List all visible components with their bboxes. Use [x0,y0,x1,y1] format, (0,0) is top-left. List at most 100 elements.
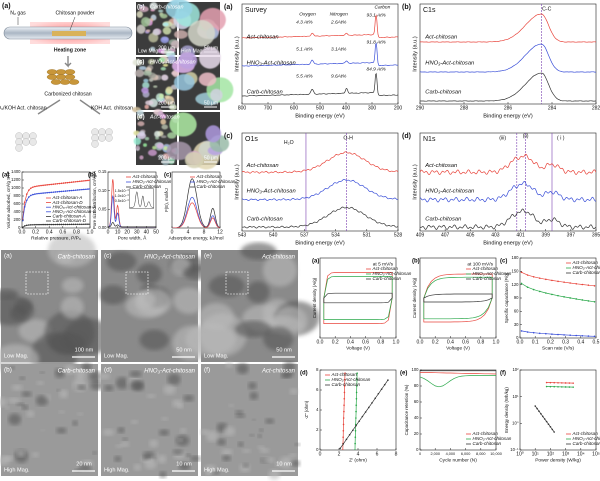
tem-grain [130,419,138,424]
label: HNO₃-Act-chitosan [247,188,296,194]
label: 10¹ [532,451,540,457]
marker [81,180,83,182]
tem-grain [115,377,129,390]
marker [72,189,75,192]
marker [58,190,61,193]
marker [87,223,89,226]
marker [72,181,75,183]
label: 8 [395,451,398,457]
tem-grain [259,447,270,453]
label: 0.4 [347,339,354,345]
label: 0.2 [432,339,439,345]
curve [242,72,398,97]
tem-grain [98,373,111,380]
marker [348,434,351,436]
curve [420,208,596,230]
sem-grain [132,59,143,66]
label: Carb-chitosan [332,382,361,387]
tem-grain [289,388,299,395]
label: C-C [542,6,551,12]
marker [557,280,559,283]
label: 401 [516,232,525,238]
tem-grain [60,296,84,319]
label: Current density (A/g) [312,277,317,318]
marker [581,299,584,301]
marker [547,423,550,426]
marker [569,334,571,336]
tem-grain [263,326,294,351]
marker [32,193,34,196]
marker [85,223,87,226]
marker [38,185,40,187]
label: Specific capacitance (F/g) [504,272,509,323]
marker [569,297,571,299]
marker [68,223,71,226]
label: 537 [300,232,309,238]
label: 93.1 At% [367,12,387,18]
tem-grain [11,384,23,391]
tem-grain [16,402,25,406]
tem-grain [200,429,209,435]
tem-grain [238,441,244,447]
marker [532,275,535,278]
label: 0.8 [73,229,80,235]
marker [520,330,523,332]
inset [129,188,154,209]
sem-grain [154,130,161,138]
tem-grain [5,406,10,410]
marker [32,223,34,226]
curve [172,178,220,228]
label: 500 [316,105,325,111]
tem-grain [137,291,156,309]
tem-grain [32,452,39,458]
label: 0.0 [417,339,424,345]
curve [323,292,393,304]
sem-grain [157,154,165,159]
marker [561,382,563,384]
marker [587,300,590,302]
marker [342,436,344,439]
marker [354,436,357,439]
label: 2.6At% [330,19,347,25]
marker [23,206,26,208]
marker [545,381,548,384]
marker [74,223,77,226]
marker [56,182,59,185]
label: 5.1 At% [296,46,313,52]
marker [54,223,57,226]
label: N₂ gas [10,10,26,16]
particle [105,134,113,142]
tem-grain [21,391,32,397]
label: 0.2 [32,229,39,235]
tem-grain [172,449,184,456]
inset-curve [129,191,154,208]
label: Survey [245,7,267,14]
label: (c) [500,259,507,265]
marker [70,223,73,226]
sem-grain [142,70,152,76]
sem-grain [153,85,158,88]
label: HNO₃-Act-chitosan [133,179,172,184]
marker [66,181,69,184]
tem-grain [133,463,142,471]
tem-grain [56,427,67,434]
label: 10 [115,229,121,235]
label: (d) [300,371,308,377]
label: 6,000 [461,452,471,456]
label: 1.0 [87,229,94,235]
marker [564,382,567,384]
curve [420,72,596,102]
label: 91.8 At% [367,39,387,45]
sem-grain [146,29,151,33]
marker [342,423,345,426]
tem-grain [90,380,105,391]
label: 180 [512,255,520,260]
sem-grain [210,88,223,102]
sem-grain [167,132,177,139]
label: 3.1At% [331,46,347,52]
label: 20 [414,431,419,436]
label: Binding energy (eV) [483,240,533,246]
label: O-H [343,135,353,141]
sem-grain [161,124,169,130]
particle [46,69,58,75]
